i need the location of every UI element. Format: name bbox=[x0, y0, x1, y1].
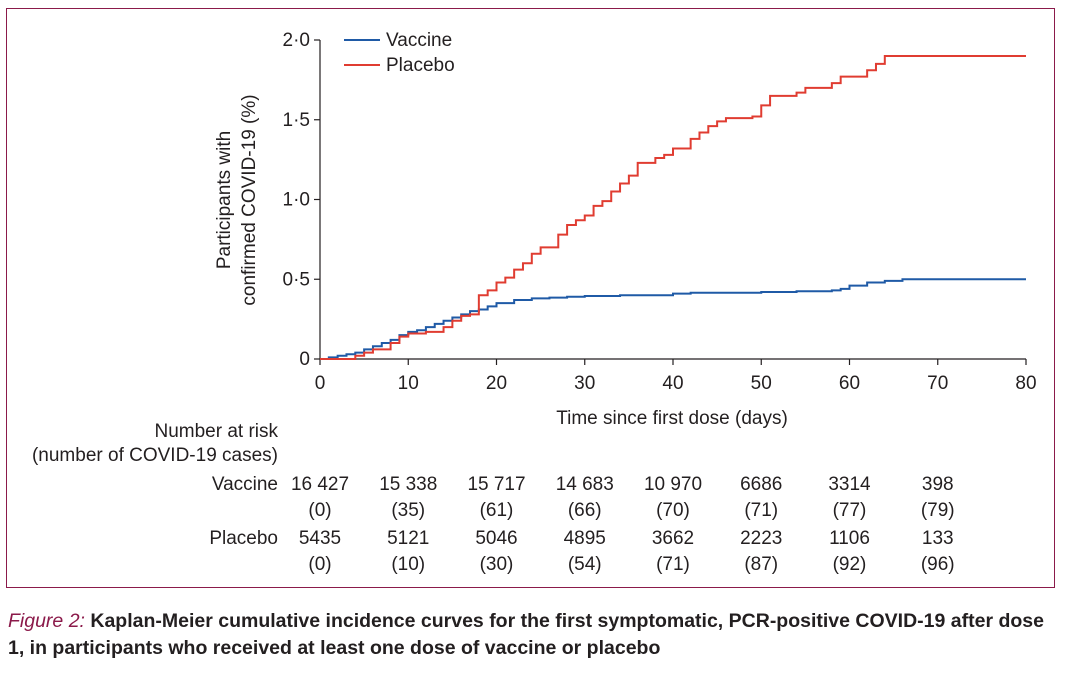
x-axis-label: Time since first dose (days) bbox=[556, 408, 788, 429]
risk-cases-cell: (61) bbox=[479, 500, 514, 521]
series-line-placebo bbox=[320, 54, 1026, 360]
risk-cases-cell: (0) bbox=[308, 500, 332, 521]
risk-cases-cell: (71) bbox=[744, 500, 779, 521]
risk-cases-cell: (77) bbox=[832, 500, 867, 521]
risk-count-cell: 2223 bbox=[740, 528, 783, 549]
risk-cases-cell: (92) bbox=[832, 554, 867, 575]
chart-series bbox=[320, 54, 1026, 360]
risk-count-cell: 14 683 bbox=[555, 474, 614, 495]
risk-cases-cell: (54) bbox=[567, 554, 602, 575]
x-tick-label: 50 bbox=[751, 373, 772, 394]
y-tick-label: 2·0 bbox=[283, 30, 310, 51]
risk-count-cell: 5046 bbox=[475, 528, 518, 549]
y-axis-label-line2: confirmed COVID-19 (%) bbox=[239, 94, 260, 305]
x-tick-label: 20 bbox=[486, 373, 507, 394]
x-tick-label: 40 bbox=[662, 373, 683, 394]
risk-cases-cell: (71) bbox=[656, 554, 690, 575]
risk-count-cell: 5435 bbox=[298, 528, 342, 549]
legend-label-placebo: Placebo bbox=[386, 55, 455, 76]
risk-count-cell: 4895 bbox=[563, 528, 606, 549]
kaplan-meier-chart: 0 10 20 30 40 50 60 70 80 0 0·5 1·0 1·5 2·0 Vaccine Pl… bbox=[214, 30, 1037, 429]
caption-text: Kaplan-Meier cumulative incidence curves… bbox=[8, 610, 1044, 659]
risk-row-label-placebo: Placebo bbox=[209, 528, 278, 549]
risk-table-title-line2: (number of COVID-19 cases) bbox=[31, 445, 278, 466]
risk-count-cell: 3314 bbox=[828, 474, 871, 495]
y-axis-label-line1: Participants with bbox=[214, 131, 235, 269]
risk-table-title: Number at risk (number of COVID-19 cases… bbox=[10, 421, 278, 467]
risk-count-cell: 16 427 bbox=[290, 474, 350, 495]
risk-cases-cell: (66) bbox=[567, 500, 602, 521]
y-tick-label: 1·0 bbox=[283, 190, 310, 211]
risk-cases-cell: (96) bbox=[920, 554, 955, 575]
risk-count-cell: 1106 bbox=[829, 528, 870, 549]
x-tick-label: 80 bbox=[1015, 373, 1036, 394]
risk-row-label-vaccine: Vaccine bbox=[211, 474, 278, 495]
x-tick-label: 30 bbox=[574, 373, 595, 394]
legend-label-vaccine: Vaccine bbox=[386, 30, 452, 51]
y-tick-label: 0 bbox=[299, 349, 310, 370]
risk-table-title-line1: Number at risk bbox=[154, 421, 278, 442]
risk-count-cell: 15 338 bbox=[379, 474, 438, 495]
risk-count-cell: 6686 bbox=[740, 474, 783, 495]
figure-frame bbox=[6, 8, 1055, 588]
risk-count-cell: 15 717 bbox=[467, 474, 526, 495]
risk-cases-cell: (87) bbox=[744, 554, 779, 575]
risk-cases-cell: (30) bbox=[479, 554, 514, 575]
risk-count-cell: 133 bbox=[921, 528, 954, 549]
risk-count-cell: 398 bbox=[921, 474, 954, 495]
chart-legend: Vaccine Placebo bbox=[344, 30, 455, 76]
risk-count-cell: 10 970 bbox=[643, 474, 703, 495]
risk-cases-cell: (35) bbox=[391, 500, 426, 521]
risk-cases-cell: (70) bbox=[656, 500, 690, 521]
y-tick-label: 0·5 bbox=[283, 269, 310, 290]
risk-count-cell: 5121 bbox=[387, 528, 430, 549]
risk-cases-cell: (0) bbox=[308, 554, 332, 575]
x-tick-label: 70 bbox=[927, 373, 948, 394]
figure-label: Figure 2: bbox=[8, 610, 85, 632]
series-line-vaccine bbox=[320, 278, 1026, 360]
risk-cases-cell: (79) bbox=[920, 500, 955, 521]
x-tick-label: 60 bbox=[839, 373, 860, 394]
y-tick-label: 1·5 bbox=[283, 110, 310, 131]
figure-caption: Figure 2: Kaplan-Meier cumulative incide… bbox=[8, 608, 1048, 662]
x-tick-label: 10 bbox=[398, 373, 419, 394]
risk-cases-cell: (10) bbox=[391, 554, 426, 575]
x-tick-label: 0 bbox=[315, 373, 326, 394]
risk-count-cell: 3662 bbox=[651, 528, 695, 549]
chart-axes: 0 10 20 30 40 50 60 70 80 0 0·5 1·0 1·5 2·0 bbox=[283, 30, 1037, 394]
